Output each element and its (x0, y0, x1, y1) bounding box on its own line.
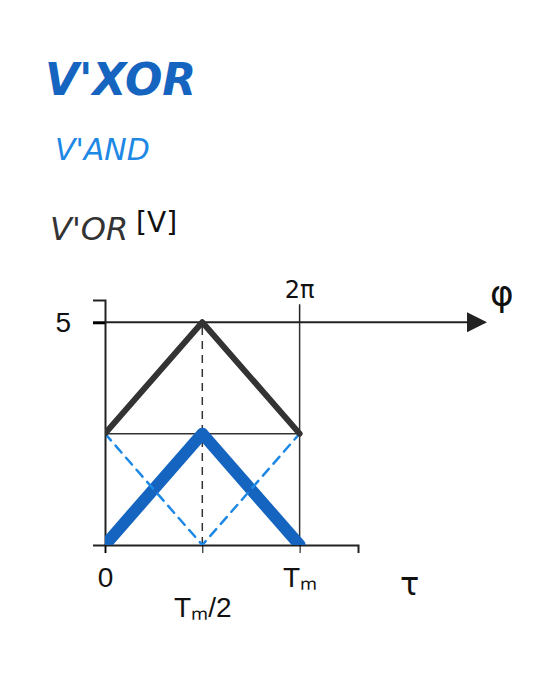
y-axis: 5 (55, 301, 105, 546)
series-label: V'OR (50, 210, 128, 248)
x-tick-mark (300, 545, 301, 553)
x-tick: Tₘ (283, 545, 317, 593)
y-axis-title: [V] (136, 206, 177, 239)
series-line (105, 322, 300, 433)
phase-axis-line (105, 321, 485, 323)
series-label: V'AND (55, 132, 150, 167)
x-tick-mark (202, 545, 203, 553)
phase-axis-title: φ (490, 273, 514, 314)
x-axis-title: τ (400, 565, 419, 603)
x-tick: Tₘ/2 (174, 545, 231, 623)
plot-area (105, 322, 300, 545)
series-line (105, 434, 300, 545)
x-tick-label: Tₘ (283, 562, 317, 593)
x-tick-label: 0 (98, 562, 114, 593)
series-label: V'XOR (45, 54, 196, 105)
phase-tick-label: 2π (285, 276, 315, 304)
phase-tick-mark (299, 304, 301, 322)
series-line (105, 434, 300, 545)
y-tick-mark (93, 321, 105, 324)
x-axis: 0 Tₘ/2 Tₘ (98, 545, 359, 623)
x-axis-line (106, 546, 359, 554)
x-tick-label: Tₘ/2 (174, 592, 231, 623)
y-tick-label: 5 (55, 307, 71, 338)
chart: 0 Tₘ/2 Tₘ τ 5 2π φ V'XOR V'AND V'OR[V] (0, 0, 541, 697)
x-tick: 0 (98, 545, 114, 593)
y-tick: 5 (55, 307, 105, 338)
y-axis-line (93, 301, 106, 546)
